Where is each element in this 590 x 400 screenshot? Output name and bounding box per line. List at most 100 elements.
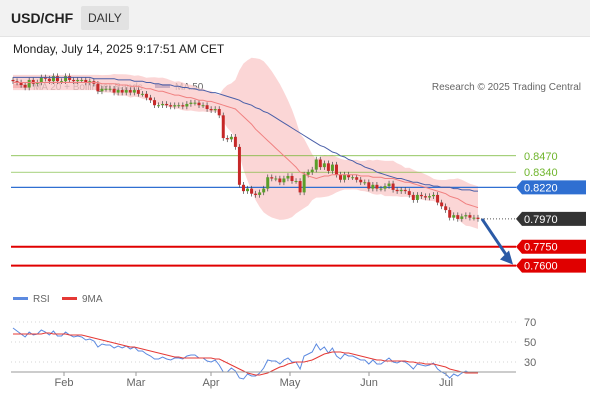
level-tags: 0.8470 0.8340 0.8220 0.7750 0.7600 0.7970	[480, 151, 586, 273]
candle-body	[31, 79, 35, 84]
candle-body	[407, 191, 411, 195]
candle-body	[411, 194, 415, 200]
candle-body	[112, 88, 116, 93]
candle-body	[201, 105, 205, 107]
candle-body	[423, 196, 427, 198]
candle-body	[254, 193, 258, 195]
x-tick-label: May	[280, 377, 301, 389]
x-axis: Feb Mar Apr May Jun Jul	[55, 372, 453, 389]
candle-body	[51, 76, 55, 82]
candle-body	[193, 102, 197, 104]
candle-body	[177, 105, 181, 107]
candle-body	[43, 77, 47, 79]
candle-body	[375, 184, 379, 189]
level-tag-2	[516, 180, 586, 195]
candle-body	[209, 109, 213, 111]
candle-body	[359, 179, 363, 183]
price-panel	[11, 57, 516, 267]
candle-body	[302, 174, 306, 193]
candle-body	[161, 103, 165, 106]
candle-body	[270, 177, 274, 179]
candle-body	[72, 79, 76, 82]
candle-body	[116, 90, 120, 93]
timeframe-button[interactable]: DAILY	[81, 6, 129, 30]
candle-body	[391, 183, 395, 190]
chart-header: USD/CHF DAILY	[0, 0, 590, 37]
candle-body	[452, 215, 456, 218]
candle-body	[383, 186, 387, 189]
candle-body	[472, 217, 476, 219]
candle-body	[262, 188, 266, 193]
candle-body	[39, 77, 43, 83]
candle-body	[241, 184, 245, 192]
candle-body	[60, 81, 64, 83]
candle-body	[229, 136, 233, 140]
candle-body	[322, 163, 326, 168]
candle-body	[351, 177, 355, 179]
candle-body	[290, 175, 294, 182]
candle-body	[148, 97, 152, 101]
candle-body	[197, 102, 201, 106]
candle-body	[250, 188, 254, 194]
rsi-ma-legend-swatch	[62, 297, 77, 300]
level-label-1: 0.8340	[524, 167, 558, 179]
candle-body	[140, 93, 144, 95]
candle-body	[221, 115, 225, 139]
candle-body	[371, 184, 375, 189]
candle-body	[64, 76, 68, 82]
candle-body	[468, 215, 472, 218]
candle-body	[367, 182, 371, 189]
candle-body	[399, 189, 403, 192]
last-price-label: 0.7970	[524, 214, 558, 226]
rsi-ma-legend-label: 9MA	[82, 294, 103, 305]
x-tick-label: Apr	[202, 377, 219, 389]
candle-body	[124, 90, 128, 93]
candle-body	[47, 78, 51, 82]
x-tick-label: Feb	[55, 377, 74, 389]
x-tick-label: Mar	[127, 377, 146, 389]
candle-body	[173, 105, 177, 107]
candle-body	[258, 192, 262, 195]
level-label-3: 0.7750	[524, 242, 558, 254]
candle-body	[334, 164, 338, 175]
candle-body	[415, 194, 419, 200]
level-tag-4	[516, 258, 586, 273]
candle-body	[326, 163, 330, 171]
candle-body	[68, 76, 72, 80]
candle-body	[19, 82, 23, 85]
candle-body	[153, 100, 157, 106]
candle-body	[286, 175, 290, 179]
rsi-tick-label: 70	[524, 317, 536, 329]
bollinger-band	[13, 57, 478, 229]
candle-body	[306, 172, 310, 175]
candle-body	[456, 215, 460, 219]
candle-body	[419, 194, 423, 197]
rsi-legend-swatch	[13, 297, 28, 300]
candle-body	[76, 79, 80, 82]
ma50-line	[13, 76, 478, 192]
candle-body	[96, 83, 100, 92]
candle-body	[318, 159, 322, 168]
forecast-arrow-shaft	[480, 218, 510, 259]
candle-body	[23, 84, 27, 88]
candle-body	[189, 102, 193, 104]
candle-body	[355, 177, 359, 180]
credit-label: Research © 2025 Trading Central	[432, 82, 581, 93]
candle-body	[448, 210, 452, 218]
candle-body	[136, 90, 140, 94]
symbol-title: USD/CHF	[11, 10, 74, 26]
candle-body	[35, 82, 39, 84]
candle-body	[80, 79, 84, 81]
candle-body	[185, 103, 189, 107]
candle-body	[165, 103, 169, 106]
candle-body	[440, 202, 444, 207]
candle-body	[266, 177, 270, 189]
candle-body	[310, 169, 314, 173]
candle-body	[88, 81, 92, 83]
candle-body	[444, 206, 448, 211]
candle-body	[237, 146, 241, 185]
candle-body	[27, 79, 31, 88]
candle-body	[294, 181, 298, 183]
candle-body	[339, 174, 343, 180]
